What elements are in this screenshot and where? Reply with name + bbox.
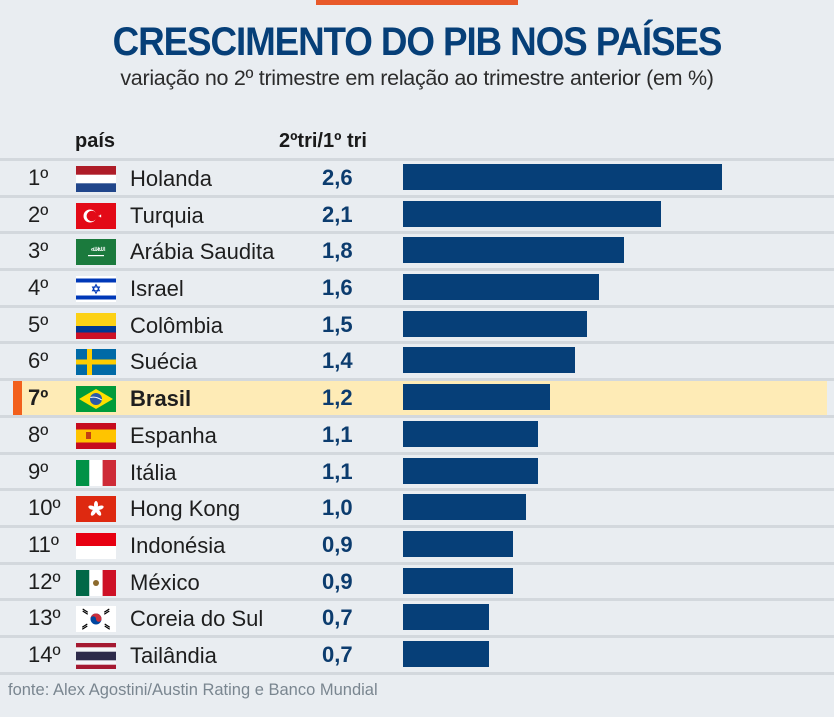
row-separator <box>0 671 834 675</box>
turkey-flag-icon <box>76 202 116 229</box>
value-label: 1,0 <box>322 495 353 521</box>
top-accent-bar <box>316 0 518 5</box>
bar-turquia <box>403 200 661 227</box>
value-label: 1,4 <box>322 348 353 374</box>
table-row: 4º Israel 1,6 <box>0 268 834 305</box>
table-row: 8º Espanha 1,1 <box>0 414 834 452</box>
saudi-arabia-flag-icon: ﷲ ﷲ <box>76 239 116 266</box>
rank-label: 10º <box>28 495 61 521</box>
rank-label: 14º <box>28 641 61 667</box>
rank-label: 2º <box>28 201 49 227</box>
italy-flag-icon <box>76 459 116 486</box>
bar-arábia-saudita <box>403 237 624 264</box>
country-label: Tailândia <box>130 642 217 668</box>
netherlands-flag-icon <box>76 166 116 192</box>
bar-espanha <box>403 420 538 447</box>
brazil-flag-icon <box>76 386 116 413</box>
table-row: 10º Hong Kong 1,0 <box>0 488 834 525</box>
value-label: 0,7 <box>322 605 353 631</box>
bar-coreia-do-sul <box>403 604 489 631</box>
rank-label: 5º <box>28 311 49 337</box>
value-label: 1,2 <box>322 385 353 411</box>
country-label: Suécia <box>130 349 198 375</box>
rank-label: 11º <box>28 531 59 557</box>
chart-rows: 1º Holanda 2,6 2º Turquia 2,1 3º ﷲ ﷲ Arábia Saud… <box>0 158 834 675</box>
chart-title: CRESCIMENTO DO PIB NOS PAÍSES <box>112 20 723 64</box>
colombia-flag-icon <box>76 312 116 339</box>
rank-label: 3º <box>28 238 49 264</box>
value-label: 0,7 <box>322 641 353 667</box>
rank-label: 6º <box>28 348 49 374</box>
value-label: 0,9 <box>322 568 353 594</box>
country-label: Hong Kong <box>130 496 241 522</box>
country-label: Israel <box>130 276 184 302</box>
column-header-value: 2ºtri/1º tri <box>279 130 367 152</box>
country-label: Espanha <box>130 422 217 448</box>
country-label: Indonésia <box>130 532 226 558</box>
column-header-country: país <box>75 130 116 152</box>
bar-hong-kong <box>403 494 526 521</box>
svg-text:ﷲ ﷲ: ﷲ ﷲ <box>91 245 105 253</box>
table-row: 7º Brasil 1,2 <box>0 378 834 415</box>
value-label: 2,1 <box>322 201 353 227</box>
rank-label: 9º <box>28 458 49 484</box>
rank-label: 4º <box>28 275 49 301</box>
rank-label: 13º <box>28 605 61 631</box>
spain-flag-icon <box>76 422 116 449</box>
rank-label: 12º <box>28 568 61 594</box>
table-row: 1º Holanda 2,6 <box>0 158 834 195</box>
table-row: 2º Turquia 2,1 <box>0 194 834 232</box>
mexico-flag-icon <box>76 569 116 596</box>
bar-méxico <box>403 567 513 594</box>
rank-label: 1º <box>28 165 49 190</box>
bar-itália <box>403 457 538 484</box>
bar-suécia <box>403 347 575 374</box>
bar-brasil <box>403 384 550 411</box>
thailand-flag-icon <box>76 642 116 669</box>
country-label: Brasil <box>130 386 192 412</box>
value-label: 1,5 <box>322 311 353 337</box>
value-label: 1,1 <box>322 421 353 447</box>
country-label: Arábia Saudita <box>130 239 275 265</box>
country-label: Colômbia <box>130 312 223 338</box>
source-note: fonte: Alex Agostini/Austin Rating e Ban… <box>8 681 378 699</box>
bar-israel <box>403 274 599 301</box>
table-row: 11º Indonésia 0,9 <box>0 524 834 562</box>
table-row: 13º Coreia do Sul 0,7 <box>0 598 834 635</box>
bar-indonésia <box>403 530 513 557</box>
value-label: 1,8 <box>322 238 353 264</box>
highlight-marker <box>13 381 22 415</box>
value-label: 1,6 <box>322 275 353 301</box>
sweden-flag-icon <box>76 349 116 376</box>
bar-colômbia <box>403 310 587 337</box>
bar-holanda <box>403 164 722 190</box>
country-label: Holanda <box>130 166 212 191</box>
table-row: 6º Suécia 1,4 <box>0 341 834 378</box>
country-label: Turquia <box>130 202 204 228</box>
israel-flag-icon <box>76 276 116 303</box>
country-label: México <box>130 569 200 595</box>
chart-subtitle: variação no 2º trimestre em relação ao t… <box>120 66 714 90</box>
country-label: Itália <box>130 459 177 485</box>
rank-label: 7º <box>28 385 49 411</box>
table-row: 12º México 0,9 <box>0 561 834 599</box>
value-label: 0,9 <box>322 531 353 557</box>
south-korea-flag-icon <box>76 606 116 633</box>
table-row: 9º Itália 1,1 <box>0 451 834 489</box>
country-label: Coreia do Sul <box>130 606 264 632</box>
table-row: 3º ﷲ ﷲ Arábia Saudita 1,8 <box>0 231 834 268</box>
indonesia-flag-icon <box>76 532 116 559</box>
table-row: 5º Colômbia 1,5 <box>0 304 834 342</box>
value-label: 1,1 <box>322 458 353 484</box>
rank-label: 8º <box>28 421 49 447</box>
table-row: 14º Tailândia 0,7 <box>0 634 834 672</box>
hong-kong-flag-icon <box>76 496 116 523</box>
bar-tailândia <box>403 640 489 667</box>
value-label: 2,6 <box>322 165 353 190</box>
